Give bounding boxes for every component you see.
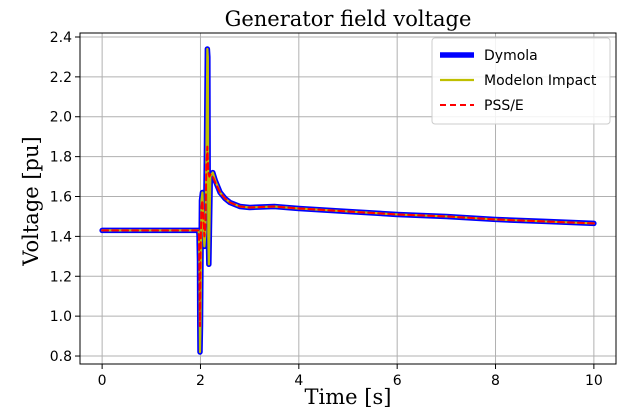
y-tick-label: 1.6 (50, 190, 72, 206)
legend-box (431, 37, 611, 125)
chart-title: Generator field voltage (225, 7, 472, 31)
y-axis: 0.8 1.0 1.2 1.4 1.6 1.8 2.0 2.2 2.4 (50, 30, 80, 365)
y-tick-label: 2.0 (50, 110, 72, 126)
plot-frame (79, 32, 617, 365)
x-axis-label: Time [s] (305, 385, 392, 409)
x-tick-label: 0 (98, 373, 107, 389)
y-tick-label: 1.0 (50, 309, 72, 325)
y-tick-label: 0.8 (50, 349, 72, 365)
legend-label: PSS/E (484, 98, 524, 114)
legend-label: Modelon Impact (484, 73, 597, 89)
x-tick-label: 10 (585, 373, 603, 389)
y-tick-label: 1.8 (50, 150, 72, 166)
x-tick-label: 6 (393, 373, 402, 389)
y-axis-label: Voltage [pu] (19, 136, 43, 266)
legend: Dymola Modelon Impact PSS/E (431, 37, 611, 125)
y-tick-label: 2.4 (50, 30, 72, 46)
y-tick-label: 1.4 (50, 229, 72, 245)
x-tick-label: 2 (196, 373, 205, 389)
series-layer (99, 46, 597, 355)
y-tick-label: 2.2 (50, 70, 72, 86)
legend-label: Dymola (484, 48, 538, 64)
x-tick-label: 4 (294, 373, 303, 389)
x-axis: 0 2 4 6 8 10 (98, 364, 603, 389)
y-tick-label: 1.2 (50, 269, 72, 285)
series-line-pss-e (101, 145, 595, 328)
x-tick-label: 8 (491, 373, 500, 389)
